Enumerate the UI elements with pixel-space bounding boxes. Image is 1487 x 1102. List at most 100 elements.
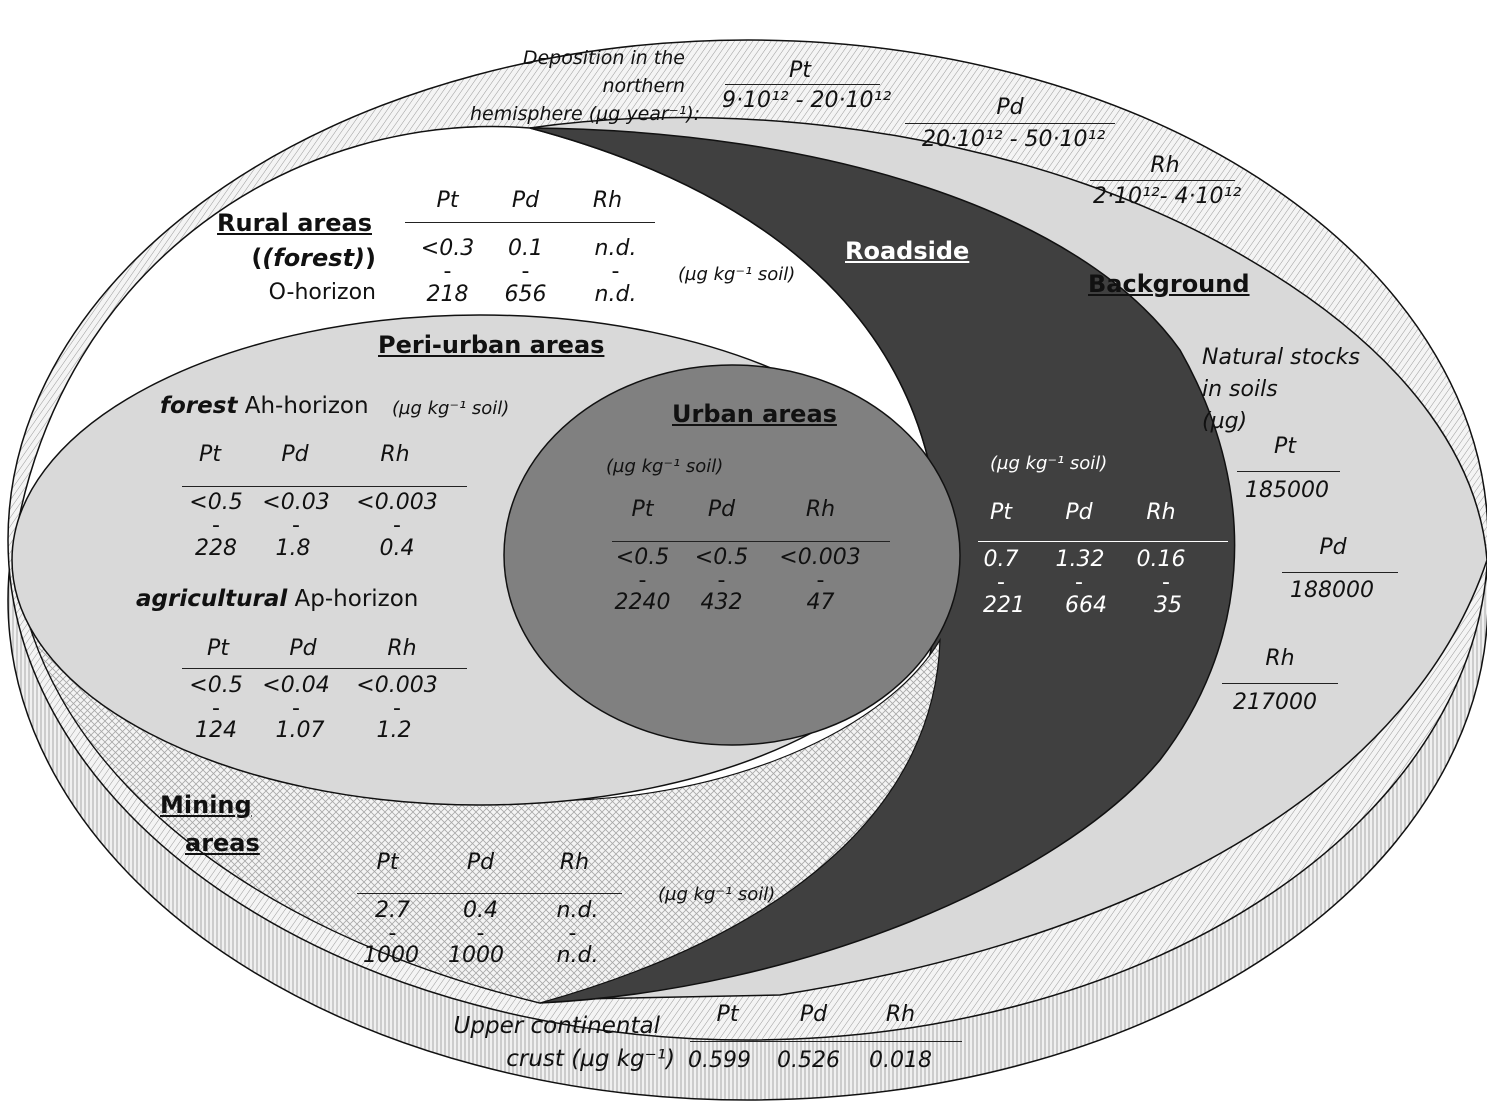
background-pd-value: 188000	[1290, 578, 1374, 603]
periurban-forest-min-rh: <0.003	[356, 490, 438, 515]
urban-dash-rh: -	[816, 568, 825, 593]
periurban-agri-min-pt: <0.5	[189, 673, 243, 698]
rural-min-pd: 0.1	[508, 236, 543, 261]
periurban-title: Peri-urban areas	[378, 331, 605, 359]
periurban-forest-label: forest Ah-horizon	[160, 393, 369, 419]
background-pt-label: Pt	[1274, 434, 1296, 459]
periurban-forest-word: forest	[160, 393, 238, 419]
periurban-forest-min-pd: <0.03	[262, 490, 330, 515]
background-stocks-line: in soils	[1202, 377, 1278, 402]
deposition-pt-value: 9·10¹² - 20·10¹²	[722, 88, 892, 113]
roadside-dash-pd: -	[1075, 570, 1083, 595]
mining-dash-rh: -	[568, 921, 577, 946]
periurban-forest-dash-rh: -	[393, 513, 401, 538]
background-pd-divider	[1282, 572, 1398, 573]
deposition-label-line: hemisphere (µg year⁻¹):	[470, 103, 701, 125]
urban-max-rh: 47	[806, 590, 835, 615]
crust-label-line2: crust (µg kg⁻¹)	[506, 1046, 675, 1072]
periurban-agri-dash-pd: -	[292, 696, 300, 721]
periurban-agri-word: agricultural	[136, 586, 288, 612]
rural-header-rh: Rh	[592, 188, 623, 213]
roadside-min-rh: 0.16	[1136, 547, 1186, 572]
background-rh-divider	[1222, 683, 1338, 684]
background-stocks-line: Natural stocks	[1202, 345, 1360, 370]
periurban-agri-header-rh: Rh	[387, 636, 417, 661]
periurban-agri-divider	[182, 668, 467, 669]
deposition-label-line: northern	[602, 75, 685, 97]
urban-unit: (µg kg⁻¹ soil)	[606, 456, 724, 477]
background-pd-label: Pd	[1319, 535, 1347, 560]
urban-divider	[612, 541, 890, 542]
rural-dash-pd: -	[521, 259, 530, 284]
mining-title: Mining	[160, 791, 252, 819]
roadside-max-rh: 35	[1154, 593, 1182, 618]
periurban-forest-header-pd: Pd	[281, 442, 309, 467]
periurban-forest-min-pt: <0.5	[189, 490, 243, 515]
deposition-rh-label: Rh	[1150, 153, 1180, 178]
deposition-label: Deposition in the northern hemisphere (µ…	[470, 44, 701, 128]
urban-dash-pt: -	[638, 568, 647, 593]
crust-divider	[690, 1041, 962, 1042]
mining-dash-pt: -	[388, 921, 397, 946]
rural-max-pd: 656	[504, 282, 547, 307]
background-pt-divider	[1237, 471, 1340, 472]
deposition-pd-value: 20·10¹² - 50·10¹²	[922, 127, 1106, 152]
crust-value-pd: 0.526	[777, 1048, 840, 1073]
roadside-max-pt: 221	[983, 593, 1025, 618]
deposition-pt-divider	[725, 84, 880, 85]
deposition-rh-divider	[1090, 180, 1235, 181]
mining-max-pd: 1000	[448, 943, 504, 968]
deposition-label-line: Deposition in the	[522, 47, 685, 69]
rural-unit: (µg kg⁻¹ soil)	[678, 264, 796, 285]
periurban-agri-header-pt: Pt	[207, 636, 229, 661]
periurban-forest-divider	[182, 486, 467, 487]
roadside-header-rh: Rh	[1146, 500, 1176, 525]
rural-horizon: O-horizon	[268, 280, 376, 305]
periurban-agri-min-rh: <0.003	[356, 673, 438, 698]
background-pt-value: 185000	[1245, 478, 1329, 503]
urban-min-pd: <0.5	[694, 545, 749, 570]
background-rh-value: 217000	[1233, 690, 1317, 715]
rural-title: Rural areas	[217, 209, 372, 237]
roadside-title: Roadside	[845, 237, 970, 265]
urban-zone	[503, 364, 961, 746]
rural-dash-rh: -	[611, 259, 620, 284]
roadside-dash-rh: -	[1162, 570, 1170, 595]
periurban-forest-dash-pt: -	[212, 513, 220, 538]
roadside-divider	[978, 541, 1228, 542]
roadside-min-pd: 1.32	[1055, 547, 1105, 572]
urban-header-pt: Pt	[631, 497, 654, 522]
background-stocks-line: (µg)	[1202, 409, 1248, 434]
rural-header-pt: Pt	[436, 188, 459, 213]
deposition-pd-label: Pd	[996, 95, 1024, 120]
mining-unit: (µg kg⁻¹ soil)	[658, 884, 776, 905]
mining-dash-pd: -	[476, 921, 485, 946]
deposition-pt-label: Pt	[789, 58, 811, 83]
roadside-unit: (µg kg⁻¹ soil)	[990, 453, 1108, 474]
crust-label-line1: Upper continental	[453, 1013, 660, 1039]
rural-dash-pt: -	[443, 259, 452, 284]
crust-value-pt: 0.599	[688, 1048, 751, 1073]
urban-header-rh: Rh	[805, 497, 836, 522]
periurban-forest-header-pt: Pt	[199, 442, 221, 467]
mining-header-pd: Pd	[466, 850, 495, 875]
mining-subtitle: areas	[185, 829, 260, 857]
periurban-forest-max-pd: 1.8	[275, 536, 311, 561]
deposition-rh-value: 2·10¹²- 4·10¹²	[1093, 184, 1242, 209]
urban-max-pd: 432	[700, 590, 743, 615]
periurban-agri-header-pd: Pd	[289, 636, 317, 661]
mining-divider	[357, 893, 622, 894]
periurban-agri-dash-rh: -	[393, 696, 401, 721]
rural-max-pt: 218	[426, 282, 469, 307]
urban-min-pt: <0.5	[615, 545, 670, 570]
mining-header-rh: Rh	[559, 850, 590, 875]
roadside-header-pd: Pd	[1065, 500, 1093, 525]
rural-subtitle-forest: (forest)	[262, 244, 366, 272]
mining-min-pt: 2.7	[375, 898, 410, 923]
periurban-forest-dash-pd: -	[292, 513, 300, 538]
urban-title: Urban areas	[672, 400, 837, 428]
roadside-header-pt: Pt	[990, 500, 1012, 525]
roadside-dash-pt: -	[997, 570, 1005, 595]
urban-header-pd: Pd	[707, 497, 736, 522]
